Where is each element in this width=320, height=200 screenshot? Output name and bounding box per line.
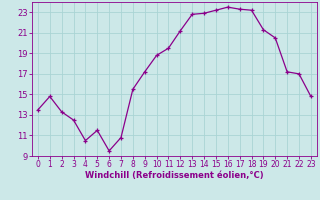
- X-axis label: Windchill (Refroidissement éolien,°C): Windchill (Refroidissement éolien,°C): [85, 171, 264, 180]
